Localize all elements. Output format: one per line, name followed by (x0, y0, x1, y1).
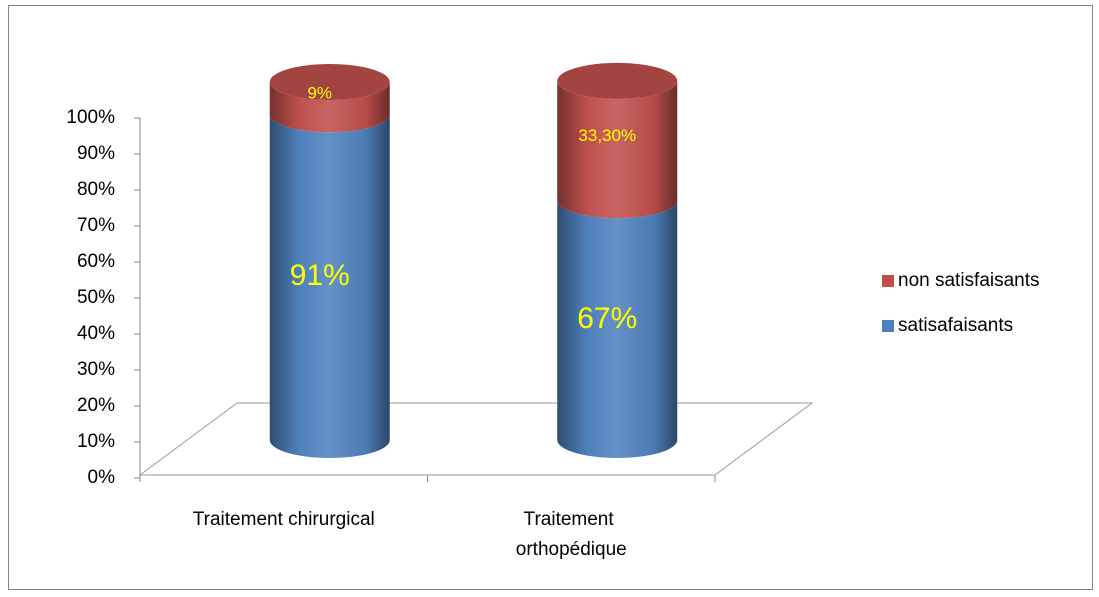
legend-label: satisafaisants (898, 315, 1013, 336)
chart-frame (8, 5, 1093, 590)
y-tick-label: 10% (77, 431, 115, 452)
legend-swatch (882, 275, 894, 287)
y-tick-label: 50% (77, 287, 115, 308)
y-tick-label: 60% (77, 251, 115, 272)
y-tick-label: 100% (66, 107, 115, 128)
cylinder-segment (557, 80, 678, 219)
y-tick-label: 40% (77, 323, 115, 344)
data-label: 33,30% (578, 126, 636, 145)
data-label: 91% (290, 259, 350, 292)
cylinder-segment (557, 200, 678, 458)
y-tick-label: 30% (77, 359, 115, 380)
y-tick-label: 70% (77, 215, 115, 236)
x-tick-label: Traitement chirurgical (193, 509, 375, 530)
cylinder-segment (269, 82, 390, 133)
y-tick-label: 20% (77, 395, 115, 416)
y-tick-label: 0% (88, 467, 116, 488)
legend-swatch (882, 320, 894, 332)
data-label: 67% (577, 302, 637, 335)
legend-label: non satisfaisants (898, 270, 1040, 291)
cylinder-segment (269, 114, 390, 458)
cylinder-top (269, 64, 390, 100)
data-label: 9% (307, 84, 332, 103)
floor (138, 402, 814, 476)
y-tick-label: 80% (77, 179, 115, 200)
x-tick-label: Traitement orthopédique (516, 509, 627, 560)
cylinder-top (557, 62, 678, 99)
y-tick-label: 90% (77, 143, 115, 164)
